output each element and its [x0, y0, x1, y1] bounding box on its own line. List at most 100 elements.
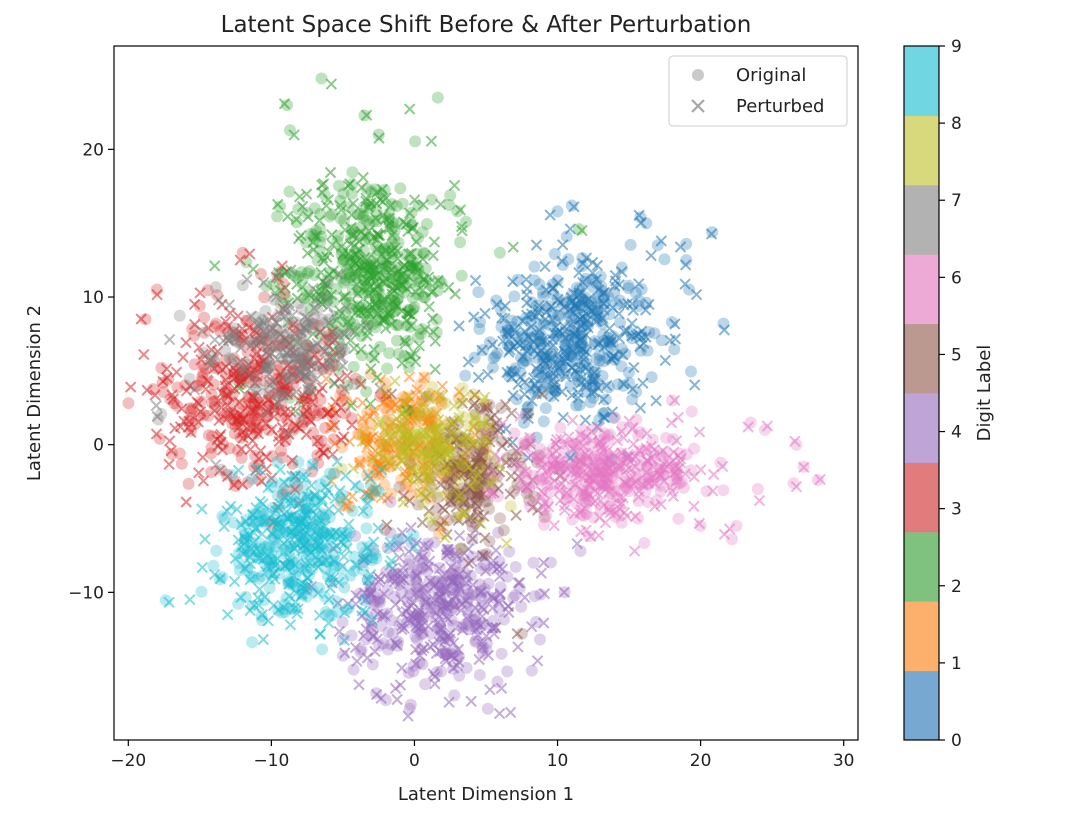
original-point	[265, 556, 278, 569]
original-point	[616, 421, 629, 434]
perturbed-point	[141, 384, 153, 396]
original-point	[589, 363, 602, 376]
original-point	[623, 376, 635, 389]
original-point	[323, 210, 336, 223]
perturbed-point	[383, 441, 396, 453]
perturbed-point	[342, 500, 354, 513]
perturbed-point	[376, 298, 389, 311]
original-point	[320, 508, 333, 521]
original-point	[313, 582, 325, 594]
original-point	[592, 311, 605, 324]
perturbed-point	[512, 378, 524, 391]
perturbed-point	[246, 434, 259, 447]
original-point	[360, 385, 373, 398]
original-point	[378, 184, 391, 196]
original-point	[476, 344, 489, 357]
perturbed-point	[427, 249, 439, 262]
original-point	[398, 286, 411, 299]
perturbed-point	[486, 338, 499, 351]
original-point	[347, 360, 360, 373]
legend-original-marker	[692, 69, 704, 81]
perturbed-point	[238, 335, 250, 347]
original-point	[539, 402, 552, 415]
original-point	[435, 665, 448, 678]
y-tick-label: 20	[82, 140, 104, 160]
original-point	[364, 479, 377, 491]
original-point	[326, 208, 338, 221]
original-point	[250, 423, 263, 436]
perturbed-point	[213, 464, 226, 477]
perturbed-point	[160, 363, 173, 375]
original-point	[589, 276, 602, 289]
original-point	[292, 297, 305, 310]
perturbed-point	[403, 308, 415, 320]
perturbed-point	[547, 367, 559, 379]
perturbed-point	[550, 321, 562, 333]
perturbed-point	[540, 284, 552, 296]
perturbed-point	[448, 179, 461, 192]
perturbed-point	[420, 276, 433, 289]
perturbed-point	[341, 370, 353, 382]
original-point	[337, 253, 350, 266]
original-point	[343, 268, 356, 281]
perturbed-point	[597, 411, 610, 423]
perturbed-point	[396, 357, 408, 369]
original-point	[350, 248, 363, 261]
original-point	[247, 376, 260, 388]
original-point	[218, 512, 231, 525]
original-point	[319, 334, 332, 347]
perturbed-point	[583, 301, 595, 313]
perturbed-point	[548, 519, 560, 532]
original-point	[641, 344, 654, 357]
perturbed-point	[423, 276, 436, 289]
perturbed-point	[690, 288, 703, 301]
original-point	[326, 410, 339, 423]
perturbed-point	[286, 454, 299, 467]
perturbed-point	[371, 371, 383, 384]
perturbed-point	[428, 236, 441, 248]
original-point	[271, 210, 284, 223]
original-point	[335, 244, 348, 257]
perturbed-point	[182, 421, 195, 434]
perturbed-point	[453, 529, 466, 542]
original-point	[381, 362, 394, 375]
perturbed-point	[688, 500, 700, 513]
original-point	[419, 291, 432, 304]
perturbed-point	[221, 470, 234, 483]
original-point	[393, 269, 405, 282]
original-point	[510, 393, 523, 406]
perturbed-point	[359, 315, 371, 327]
perturbed-point	[627, 304, 640, 317]
original-point	[417, 426, 430, 439]
original-point	[252, 572, 265, 585]
original-point	[290, 344, 303, 357]
original-point	[473, 669, 486, 681]
perturbed-point	[323, 317, 335, 329]
original-point	[570, 369, 583, 382]
perturbed-point	[193, 341, 205, 354]
y-tick-label: −10	[68, 583, 104, 603]
original-point	[617, 379, 630, 392]
original-point	[603, 308, 616, 321]
original-point	[378, 242, 391, 255]
perturbed-point	[325, 289, 338, 301]
perturbed-point	[405, 247, 418, 260]
perturbed-point	[196, 561, 209, 574]
perturbed-point	[257, 633, 270, 646]
original-point	[321, 344, 334, 357]
perturbed-point	[643, 298, 655, 311]
perturbed-point	[358, 281, 371, 293]
perturbed-point	[192, 397, 205, 410]
original-point	[258, 332, 270, 345]
perturbed-point	[507, 341, 520, 353]
perturbed-point	[410, 236, 423, 248]
original-point	[371, 292, 384, 305]
perturbed-point	[362, 287, 375, 300]
perturbed-point	[184, 593, 196, 606]
original-point	[272, 383, 285, 396]
series-digit-0	[453, 199, 731, 467]
original-point	[378, 478, 391, 491]
perturbed-point	[482, 368, 494, 381]
original-point	[565, 289, 578, 302]
perturbed-point	[552, 347, 564, 360]
